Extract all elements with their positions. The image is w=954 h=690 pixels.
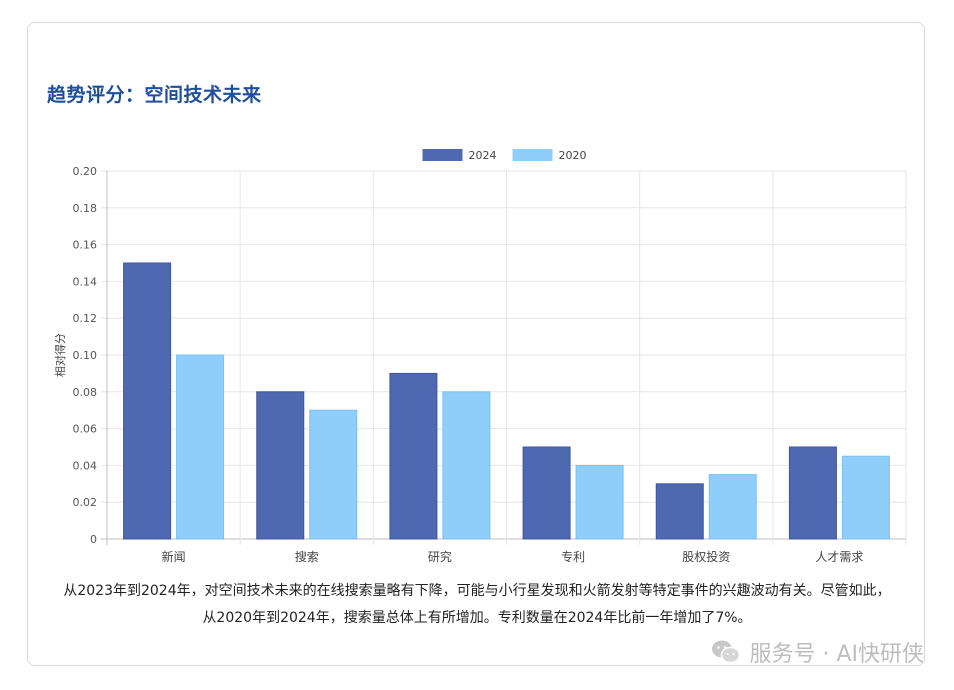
y-axis-label: 相对得分 [53,333,67,377]
legend-swatch-2024 [422,149,463,161]
y-tick-label: 0.12 [73,312,98,325]
bar-2024-1 [123,262,172,540]
x-tick-label: 研究 [428,549,452,564]
y-tick-label: 0 [90,533,97,546]
bar-2020-5 [708,474,757,540]
bar-2024-5 [655,483,704,540]
x-tick-label: 搜索 [295,549,319,564]
bar-2020-1 [176,354,225,540]
bar-2024-3 [389,372,438,540]
y-tick-label: 0.02 [73,496,98,509]
y-tick-label: 0.10 [73,349,98,362]
wechat-icon [711,639,741,665]
y-tick-label: 0.18 [73,202,98,215]
bar-2020-4 [575,464,624,540]
watermark: 服务号 · AI快研侠 [711,636,924,668]
bar-2020-3 [442,391,491,540]
bar-2024-4 [522,446,571,540]
x-tick-label: 股权投资 [682,549,730,564]
watermark-text: 服务号 · AI快研侠 [749,642,924,667]
y-tick-label: 0.06 [73,423,98,436]
x-tick-label: 新闻 [162,549,186,564]
legend-label-2020: 2020 [559,149,587,162]
y-tick-label: 0.16 [73,239,98,252]
x-tick-label: 人才需求 [815,550,863,564]
bar-2024-2 [256,391,305,540]
x-tick-label: 专利 [561,549,585,564]
y-tick-label: 0.20 [73,165,98,178]
bar-2020-6 [841,455,890,540]
chart-caption: 从2023年到2024年，对空间技术未来的在线搜索量略有下降，可能与小行星发现和… [40,578,914,632]
legend-swatch-2020 [512,149,553,161]
y-tick-label: 0.04 [73,459,98,472]
caption-line-2: 从2020年到2024年，搜索量总体上有所增加。专利数量在2024年比前一年增加… [202,610,752,626]
chart-card [27,22,925,666]
legend-label-2024: 2024 [469,149,497,162]
y-tick-label: 0.08 [73,386,98,399]
bar-2020-2 [309,409,358,540]
y-tick-label: 0.14 [73,275,98,288]
caption-line-1: 从2023年到2024年，对空间技术未来的在线搜索量略有下降，可能与小行星发现和… [63,583,891,599]
bar-2024-6 [788,446,837,540]
chart-title: 趋势评分：空间技术未来 [47,84,262,106]
